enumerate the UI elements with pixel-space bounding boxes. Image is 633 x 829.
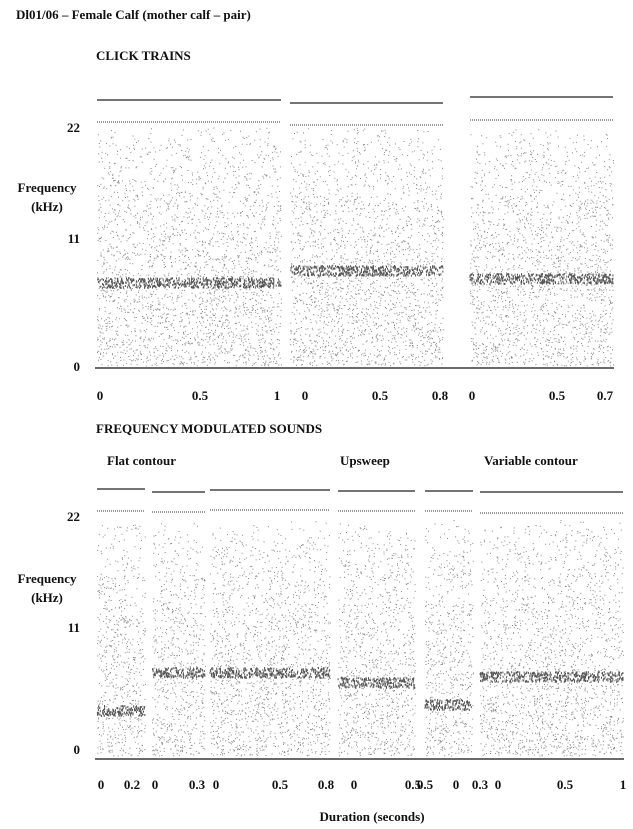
spectrogram-noise xyxy=(210,521,331,757)
x-tick-label: 0.8 xyxy=(432,388,449,403)
x-tick-label: 0.5 xyxy=(417,777,434,792)
y-tick-label: 11 xyxy=(68,620,80,635)
x-tick-label: 1 xyxy=(620,777,627,792)
x-tick-label: 0 xyxy=(213,777,220,792)
x-tick-label: 0 xyxy=(351,777,358,792)
y-tick-label: 0 xyxy=(74,359,81,374)
x-tick-label: 0.5 xyxy=(405,777,422,792)
x-tick-label: 0.5 xyxy=(272,777,289,792)
x-tick-label: 0 xyxy=(495,777,502,792)
x-tick-label: 0 xyxy=(152,777,159,792)
subtitle: Upsweep xyxy=(340,453,390,468)
x-tick-label: 0.5 xyxy=(549,388,566,403)
x-tick-label: 0 xyxy=(453,777,460,792)
x-tick-label: 0.5 xyxy=(372,388,389,403)
spectrogram-band xyxy=(209,667,331,679)
x-tick-label: 0 xyxy=(469,388,476,403)
spectrogram-band xyxy=(424,699,472,711)
y-axis-label: (kHz) xyxy=(31,590,63,605)
spectrogram-band xyxy=(96,705,146,717)
section-title: CLICK TRAINS xyxy=(96,48,191,63)
spectrogram-noise xyxy=(290,127,444,367)
spectrogram-band xyxy=(469,273,614,285)
y-axis-label: (kHz) xyxy=(31,199,63,214)
x-tick-label: 0 xyxy=(302,388,309,403)
spectrogram-band xyxy=(97,277,282,289)
x-tick-label: 0 xyxy=(97,388,104,403)
x-axis-label: Duration (seconds) xyxy=(319,809,424,824)
subtitle: Variable contour xyxy=(484,453,578,468)
x-tick-label: 0.5 xyxy=(192,388,209,403)
y-axis-label: Frequency xyxy=(18,180,77,195)
x-tick-label: 0.7 xyxy=(597,388,614,403)
spectrogram-noise xyxy=(152,523,206,757)
x-tick-label: 0.8 xyxy=(318,777,335,792)
x-tick-label: 0.3 xyxy=(472,777,489,792)
spectrogram-band xyxy=(479,671,624,683)
y-axis-label: Frequency xyxy=(18,571,77,586)
x-tick-label: 0.2 xyxy=(124,777,140,792)
y-tick-label: 0 xyxy=(74,742,81,757)
x-tick-label: 0.5 xyxy=(557,777,574,792)
spectrogram-band xyxy=(290,265,444,277)
y-tick-label: 22 xyxy=(67,120,80,135)
figure-title: Dl01/06 – Female Calf (mother calf – pai… xyxy=(16,7,251,22)
y-tick-label: 22 xyxy=(67,509,80,524)
x-tick-label: 0 xyxy=(98,777,105,792)
spectrogram-band xyxy=(152,667,206,679)
subtitle: Flat contour xyxy=(107,453,176,468)
spectrogram-noise xyxy=(470,129,614,367)
section-title: FREQUENCY MODULATED SOUNDS xyxy=(96,421,322,436)
x-tick-label: 0.3 xyxy=(189,777,206,792)
x-tick-label: 1 xyxy=(274,388,281,403)
spectrogram-noise xyxy=(97,127,282,367)
spectrogram-noise xyxy=(97,524,146,757)
spectrogram-band xyxy=(337,677,416,689)
y-tick-label: 11 xyxy=(68,231,80,246)
spectrogram-noise xyxy=(480,520,624,757)
